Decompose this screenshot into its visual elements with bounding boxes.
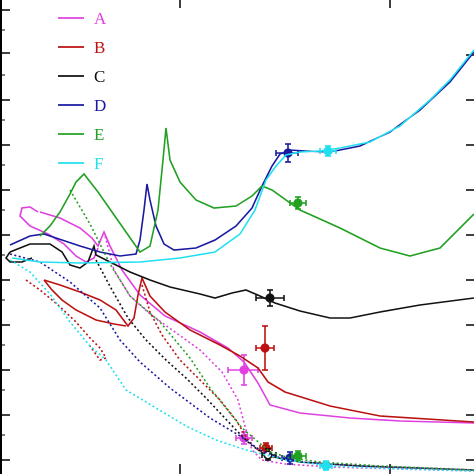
series-line-E <box>39 127 474 257</box>
legend-entry-D: D <box>58 96 106 115</box>
series-loop-A <box>19 206 99 263</box>
series-line-D <box>9 51 474 257</box>
series-E <box>39 127 474 471</box>
legend-label: E <box>94 125 104 144</box>
series-line-C <box>9 243 474 319</box>
legend-label: C <box>94 67 105 86</box>
data-point-E-1 <box>289 196 307 210</box>
data-point-C-1 <box>255 289 285 307</box>
legend-entry-E: E <box>58 125 104 144</box>
series-dotted-D <box>9 253 474 471</box>
series-dotted-A <box>103 231 474 472</box>
data-point-F-2 <box>319 460 333 471</box>
legend-label: F <box>94 154 103 173</box>
data-point-E-2 <box>291 450 307 462</box>
data-point-A-1 <box>227 354 259 386</box>
legend-entry-A: A <box>58 9 107 28</box>
series-dotloop-B <box>25 279 108 361</box>
series-line-F <box>11 49 474 264</box>
series-dotted-E <box>69 189 474 471</box>
series-F <box>9 49 474 472</box>
data-point-B-1 <box>255 325 275 371</box>
data-point-F-1 <box>319 145 337 157</box>
legend-entry-C: C <box>58 67 105 86</box>
series-loop-B <box>43 279 127 327</box>
series-dotted-C <box>95 259 474 471</box>
legend-entry-F: F <box>58 154 103 173</box>
legend-label: A <box>94 9 107 28</box>
series-line-A <box>39 211 474 424</box>
legend-label: D <box>94 96 106 115</box>
series-D <box>9 51 474 471</box>
legend-label: B <box>94 38 105 57</box>
series-dotted-F <box>9 259 474 472</box>
series-line-B <box>43 275 474 423</box>
legend-entry-B: B <box>58 38 105 57</box>
chart-series <box>4 49 474 472</box>
